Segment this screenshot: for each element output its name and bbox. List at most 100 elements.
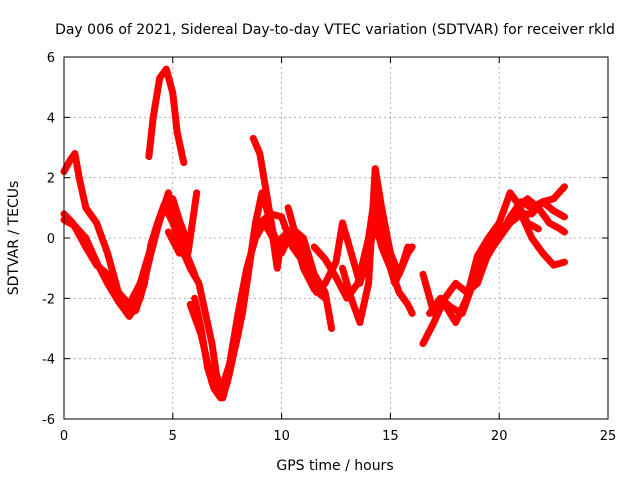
x-tick-label: 0	[60, 429, 68, 444]
data-point	[407, 307, 414, 314]
data-point	[379, 207, 386, 214]
data-point	[304, 265, 311, 272]
data-point	[249, 247, 255, 254]
data-point	[202, 352, 209, 359]
data-point	[80, 192, 87, 199]
data-point	[322, 280, 329, 287]
data-point	[187, 301, 194, 308]
data-point	[388, 252, 395, 259]
data-point	[222, 372, 229, 379]
data-point	[206, 328, 213, 335]
data-point	[437, 306, 443, 313]
data-point	[386, 262, 393, 269]
data-point	[256, 201, 263, 208]
data-point	[197, 289, 204, 296]
data-point	[350, 256, 356, 263]
data-point	[108, 264, 115, 271]
data-point	[289, 221, 296, 228]
data-point	[347, 247, 354, 254]
data-point	[348, 295, 355, 302]
data-point	[192, 315, 199, 322]
data-point	[193, 317, 200, 324]
data-point	[130, 293, 137, 300]
data-point	[189, 306, 196, 313]
data-point	[438, 303, 445, 310]
data-point	[288, 241, 295, 248]
data-point	[525, 227, 532, 233]
data-point	[397, 268, 404, 275]
data-point	[197, 286, 204, 293]
data-point	[359, 307, 366, 314]
data-point	[246, 256, 253, 263]
data-point	[76, 174, 83, 181]
data-point	[184, 259, 191, 266]
data-point	[219, 383, 226, 390]
y-tick-label: 4	[47, 111, 55, 126]
data-point	[286, 210, 293, 217]
data-point	[188, 304, 195, 311]
data-point	[281, 222, 288, 229]
y-tick-label: -6	[42, 413, 55, 428]
data-point	[158, 213, 164, 220]
data-point	[220, 380, 227, 387]
data-point	[148, 241, 155, 248]
data-point	[526, 229, 533, 236]
data-point	[384, 235, 391, 241]
data-point	[142, 263, 149, 270]
data-point	[348, 250, 355, 257]
data-point	[361, 252, 368, 258]
data-point	[179, 153, 186, 160]
data-point	[205, 364, 212, 371]
data-point	[516, 204, 523, 211]
data-point	[205, 325, 212, 332]
data-point	[497, 217, 504, 224]
data-point	[470, 270, 477, 276]
data-point	[275, 242, 282, 249]
data-point	[201, 304, 208, 311]
data-point	[351, 262, 358, 269]
data-point	[353, 308, 360, 315]
data-point	[335, 279, 342, 286]
data-point	[175, 135, 182, 142]
data-point	[93, 219, 100, 226]
data-point	[131, 290, 138, 297]
data-point	[278, 250, 285, 257]
data-point	[254, 210, 261, 217]
data-point	[361, 301, 367, 308]
data-point	[71, 222, 78, 229]
data-point	[278, 213, 285, 220]
data-point	[328, 322, 335, 329]
y-tick-labels: -6 -4 -2 0 2 4 6	[42, 51, 55, 428]
data-point	[467, 278, 474, 285]
data-point	[126, 301, 133, 308]
data-point	[343, 277, 349, 284]
data-point	[558, 259, 565, 266]
data-point	[427, 299, 434, 306]
data-point	[352, 306, 359, 313]
data-point	[385, 238, 392, 244]
data-point	[340, 268, 347, 275]
data-point	[204, 361, 211, 368]
data-point	[198, 292, 205, 299]
data-point	[140, 269, 147, 276]
data-point	[203, 316, 210, 323]
data-point	[248, 250, 255, 257]
data-point	[145, 252, 152, 259]
data-point	[388, 268, 395, 275]
data-point	[395, 286, 402, 293]
data-point	[453, 316, 460, 323]
data-point	[547, 196, 554, 203]
data-point	[324, 275, 331, 281]
data-point	[386, 244, 393, 251]
data-point	[505, 216, 512, 223]
data-point	[433, 314, 440, 321]
data-point	[166, 78, 173, 85]
data-point	[308, 275, 315, 282]
data-point	[459, 310, 466, 317]
data-point	[343, 235, 350, 241]
data-point	[174, 132, 181, 139]
data-point	[183, 256, 190, 263]
data-point	[99, 236, 106, 243]
data-point	[324, 304, 331, 311]
data-point	[151, 233, 158, 239]
